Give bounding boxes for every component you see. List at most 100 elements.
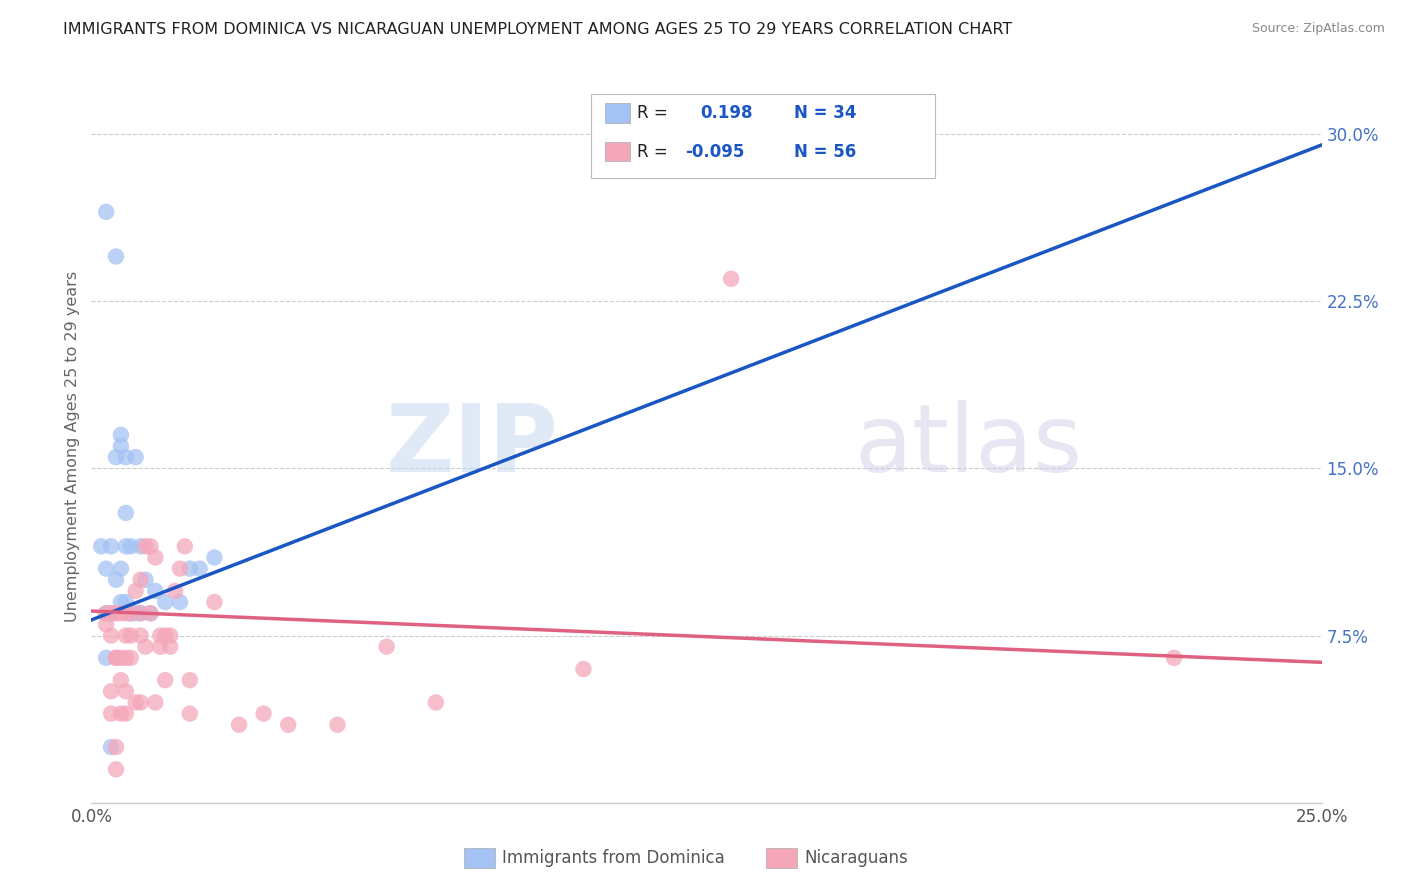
Text: R =: R = [637, 143, 668, 161]
Point [129, 607, 152, 621]
Point [96, 562, 117, 576]
Point [149, 640, 172, 654]
Point [110, 427, 132, 442]
Point [277, 717, 299, 731]
Point [153, 673, 177, 687]
Point [228, 717, 250, 731]
Text: Nicaraguans: Nicaraguans [804, 849, 908, 867]
Point [110, 607, 132, 621]
Point [179, 562, 201, 576]
Point [120, 651, 142, 665]
Text: N = 56: N = 56 [794, 143, 856, 161]
Point [120, 539, 142, 553]
Point [145, 696, 166, 710]
Point [145, 583, 166, 598]
Point [110, 673, 132, 687]
Point [100, 539, 122, 553]
Point [100, 684, 122, 698]
Point [114, 450, 138, 465]
Point [135, 539, 156, 553]
Point [110, 562, 132, 576]
Point [105, 249, 127, 264]
Text: 0.198: 0.198 [700, 104, 752, 122]
Point [253, 706, 276, 721]
Text: Source: ZipAtlas.com: Source: ZipAtlas.com [1251, 22, 1385, 36]
Point [105, 573, 127, 587]
Point [114, 607, 138, 621]
Point [100, 628, 122, 642]
Point [159, 628, 181, 642]
Point [105, 651, 127, 665]
Point [139, 607, 162, 621]
Point [1163, 651, 1185, 665]
Point [169, 595, 191, 609]
Point [120, 607, 142, 621]
Point [135, 640, 156, 654]
Point [96, 651, 117, 665]
Point [120, 628, 142, 642]
Point [124, 696, 146, 710]
Point [105, 762, 127, 776]
Point [129, 696, 152, 710]
Point [96, 607, 117, 621]
Point [100, 607, 122, 621]
Point [179, 706, 201, 721]
Y-axis label: Unemployment Among Ages 25 to 29 years: Unemployment Among Ages 25 to 29 years [65, 270, 80, 622]
Point [110, 439, 132, 453]
Point [114, 628, 138, 642]
Point [188, 562, 211, 576]
Point [129, 539, 152, 553]
Point [114, 506, 138, 520]
Point [572, 662, 595, 676]
Point [110, 595, 132, 609]
Point [202, 550, 225, 565]
Point [169, 562, 191, 576]
Point [174, 539, 197, 553]
Point [114, 651, 138, 665]
Point [375, 640, 398, 654]
Point [124, 607, 146, 621]
Point [720, 271, 742, 285]
Point [159, 640, 181, 654]
Text: atlas: atlas [853, 400, 1083, 492]
Point [100, 607, 122, 621]
Point [105, 651, 127, 665]
Text: IMMIGRANTS FROM DOMINICA VS NICARAGUAN UNEMPLOYMENT AMONG AGES 25 TO 29 YEARS CO: IMMIGRANTS FROM DOMINICA VS NICARAGUAN U… [63, 22, 1012, 37]
Point [105, 740, 127, 755]
Point [100, 740, 122, 755]
Point [120, 607, 142, 621]
Point [139, 539, 162, 553]
Point [153, 595, 177, 609]
Point [153, 628, 177, 642]
Point [114, 539, 138, 553]
Point [129, 607, 152, 621]
Point [105, 450, 127, 465]
Point [129, 628, 152, 642]
Point [110, 706, 132, 721]
Point [114, 706, 138, 721]
Text: Immigrants from Dominica: Immigrants from Dominica [502, 849, 724, 867]
Point [139, 607, 162, 621]
Point [96, 204, 117, 219]
Point [114, 684, 138, 698]
Point [96, 617, 117, 632]
Text: N = 34: N = 34 [794, 104, 856, 122]
Point [425, 696, 447, 710]
Point [96, 607, 117, 621]
Point [163, 583, 186, 598]
Point [110, 651, 132, 665]
Point [149, 628, 172, 642]
Point [145, 550, 166, 565]
Point [124, 450, 146, 465]
Point [100, 706, 122, 721]
Text: R =: R = [637, 104, 668, 122]
Point [120, 607, 142, 621]
Point [326, 717, 349, 731]
Point [129, 573, 152, 587]
Point [202, 595, 225, 609]
Point [135, 573, 156, 587]
Point [114, 595, 138, 609]
Point [105, 607, 127, 621]
Point [179, 673, 201, 687]
Text: -0.095: -0.095 [685, 143, 744, 161]
